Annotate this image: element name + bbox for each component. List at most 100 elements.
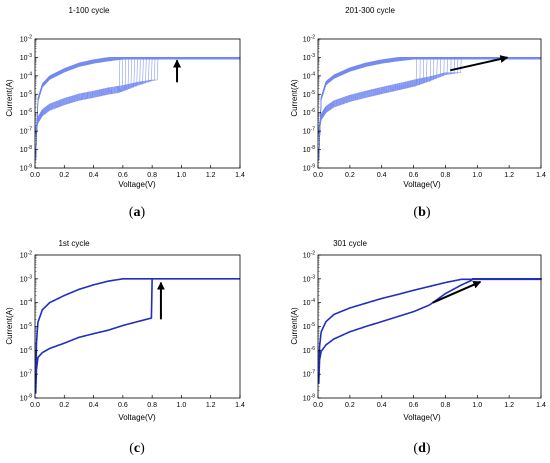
data-curves	[318, 278, 542, 384]
y-tick-label: 10-5	[20, 322, 32, 331]
y-tick-label: 10-4	[20, 71, 32, 80]
x-tick-label: 1.4	[536, 402, 546, 409]
x-tick-label: 0.6	[409, 172, 419, 179]
x-tick-label: 0.2	[59, 172, 69, 179]
x-tick-label: 0.8	[147, 172, 157, 179]
iv-curve-cycle	[318, 57, 542, 160]
x-tick-label: 0.6	[118, 402, 128, 409]
x-tick-label: 0.4	[89, 172, 99, 179]
y-axis-label: Current(A)	[290, 307, 299, 345]
iv-curve-cycle	[318, 57, 541, 158]
panel-a: 1-100 cycle Current(A) Voltage(V) 0.0 0.2…	[5, 6, 245, 220]
iv-curve-cycle	[318, 57, 541, 158]
data-curves	[318, 57, 542, 162]
iv-curve-cycle	[318, 57, 542, 160]
panel-title: 1st cycle	[58, 239, 90, 248]
y-tick-label: 10-2	[303, 251, 315, 260]
x-tick-label: 0.4	[377, 402, 387, 409]
iv-curve-cycle	[35, 57, 240, 158]
x-tick-label: 0.2	[59, 402, 69, 409]
y-tick-label: 10-6	[20, 108, 32, 117]
iv-curve-cycle	[35, 57, 240, 158]
panel-title: 1-100 cycle	[69, 6, 110, 15]
y-tick-label: 10-8	[20, 145, 32, 154]
iv-curve-cycle	[318, 57, 541, 158]
iv-curve-cycle	[318, 57, 542, 161]
caption-a: (a)	[129, 205, 146, 220]
x-tick-label: 1.0	[177, 402, 187, 409]
caption-b: (b)	[413, 205, 430, 220]
plot-frame	[34, 254, 241, 399]
y-tick-label: 10-6	[20, 346, 32, 355]
x-axis-label: Voltage(V)	[118, 180, 156, 189]
y-tick-label: 10-2	[20, 251, 32, 260]
y-tick-label: 10-8	[20, 394, 32, 403]
panel-b: 201-300 cycle Current(A) Voltage(V) 0.0 0…	[290, 6, 546, 220]
y-tick-label: 10-7	[20, 127, 32, 136]
x-tick-label: 1.0	[472, 402, 482, 409]
y-tick-label: 10-9	[303, 164, 315, 173]
y-tick-label: 10-7	[303, 127, 315, 136]
panel-title: 201-300 cycle	[345, 6, 395, 15]
y-tick-label: 10-6	[303, 108, 315, 117]
x-axis-label: Voltage(V)	[403, 413, 441, 422]
iv-curve-cycle	[35, 57, 240, 160]
x-tick-label: 0.2	[345, 172, 355, 179]
x-tick-label: 0.0	[30, 402, 40, 409]
x-tick-label: 0.6	[409, 402, 419, 409]
y-tick-label: 10-3	[20, 53, 32, 62]
iv-curve-cycle	[318, 57, 542, 162]
x-tick-label: 0.8	[441, 172, 451, 179]
iv-curve-cycle	[318, 57, 541, 159]
iv-curve-cycle	[318, 57, 541, 159]
y-tick-label: 10-3	[303, 53, 315, 62]
svg-text:Current(A): Current(A)	[5, 307, 14, 345]
iv-curve-cycle	[35, 57, 241, 161]
y-tick-label: 10-5	[303, 322, 315, 331]
y-tick-label: 10-2	[303, 35, 315, 44]
x-tick-label: 0.4	[89, 402, 99, 409]
panel-d: 301 cycle Current(A) Voltage(V) 0.0 0.2 0.…	[290, 239, 546, 456]
y-tick-label: 10-2	[20, 35, 32, 44]
iv-curve-cycle	[34, 278, 240, 394]
x-tick-label: 1.4	[235, 402, 245, 409]
x-tick-label: 1.0	[177, 172, 187, 179]
x-tick-label: 0.0	[313, 402, 323, 409]
y-tick-label: 10-6	[303, 346, 315, 355]
iv-curve-cycle	[35, 57, 241, 161]
iv-curve-cycle	[35, 57, 241, 161]
panel-title: 301 cycle	[333, 239, 367, 248]
iv-curve-cycle	[35, 57, 240, 158]
y-tick-label: 10-4	[303, 298, 315, 307]
x-axis-label: Voltage(V)	[403, 180, 441, 189]
iv-curve-cycle	[35, 57, 241, 160]
y-tick-label: 10-5	[20, 90, 32, 99]
svg-text:Current(A): Current(A)	[290, 307, 299, 345]
plot-frame	[317, 254, 542, 399]
iv-curve-cycle	[35, 57, 240, 159]
iv-curve-cycle	[318, 278, 542, 384]
plot-frame	[34, 38, 241, 169]
x-tick-label: 0.0	[313, 172, 323, 179]
x-tick-label: 1.2	[206, 402, 216, 409]
x-tick-label: 1.4	[536, 172, 546, 179]
iv-curve-cycle	[318, 57, 541, 159]
x-tick-label: 1.4	[235, 172, 245, 179]
x-tick-label: 0.6	[118, 172, 128, 179]
svg-text:Current(A): Current(A)	[290, 79, 299, 117]
x-tick-label: 1.2	[504, 172, 514, 179]
iv-curve-cycle	[318, 57, 542, 161]
iv-curve-cycle	[35, 57, 241, 160]
y-axis-label: Current(A)	[290, 79, 299, 117]
svg-text:Current(A): Current(A)	[5, 79, 14, 117]
iv-curve-cycle	[318, 57, 541, 160]
y-tick-label: 10-8	[303, 145, 315, 154]
direction-arrow	[449, 55, 509, 72]
y-tick-label: 10-7	[303, 370, 315, 379]
x-tick-label: 1.0	[472, 172, 482, 179]
y-tick-label: 10-9	[20, 164, 32, 173]
y-tick-label: 10-5	[303, 90, 315, 99]
iv-curve-cycle	[35, 57, 241, 160]
x-tick-label: 0.0	[30, 172, 40, 179]
